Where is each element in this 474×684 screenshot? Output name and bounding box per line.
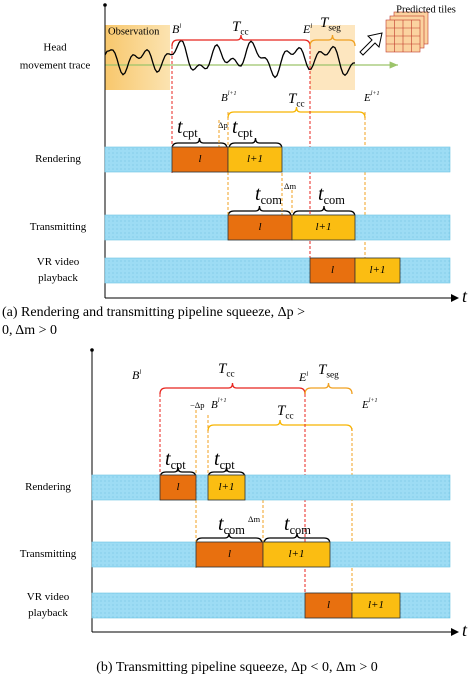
symbol-sup: l bbox=[139, 368, 141, 375]
axis-label: t bbox=[462, 286, 468, 306]
row-label: VR video bbox=[27, 591, 70, 603]
caption: (b) Transmitting pipeline squeeze, Δp < … bbox=[96, 660, 378, 675]
brace bbox=[208, 420, 352, 431]
delta-m-label: Δm bbox=[248, 514, 260, 524]
row-label: Rendering bbox=[35, 153, 81, 165]
symbol-sub: cpt bbox=[183, 126, 199, 140]
t-cc-label: Tcc bbox=[277, 403, 294, 421]
head-label: Head bbox=[43, 42, 67, 54]
symbol-sup: l bbox=[310, 22, 312, 29]
segment-label: l+1 bbox=[368, 599, 384, 611]
symbol-sup: l bbox=[306, 370, 308, 377]
segment-label: l bbox=[176, 481, 179, 493]
segment-label: l+1 bbox=[370, 264, 386, 276]
brace bbox=[305, 383, 352, 394]
t-seg-label: Tseg bbox=[320, 15, 341, 33]
b-l1-label: Bl+1 bbox=[211, 399, 227, 411]
t-cpt-label: tcpt bbox=[214, 448, 235, 472]
b-l-label: Bl bbox=[132, 368, 141, 382]
segment-label: l bbox=[198, 153, 201, 165]
symbol-sup: l+1 bbox=[228, 92, 237, 98]
segment-label: l+1 bbox=[316, 221, 332, 233]
row-label: Rendering bbox=[25, 481, 71, 493]
row-label: playback bbox=[28, 607, 68, 619]
e-l1-label: El+1 bbox=[363, 92, 380, 104]
t-cpt-label: tcpt bbox=[165, 448, 186, 472]
symbol-sub: com bbox=[324, 193, 346, 207]
delta-p-label: −Δp bbox=[190, 400, 205, 410]
segment-label: l bbox=[331, 264, 334, 276]
symbol-sup: l+1 bbox=[369, 399, 378, 405]
caption: (a) Rendering and transmitting pipeline … bbox=[2, 305, 305, 320]
segment-label: l+1 bbox=[219, 481, 235, 493]
b-l-label: Bl bbox=[172, 22, 181, 36]
predicted-tiles-label: Predicted tiles bbox=[396, 4, 456, 15]
symbol-sub: cc bbox=[240, 28, 248, 38]
t-cpt-label: tcpt bbox=[232, 116, 253, 140]
symbol-sub: seg bbox=[326, 371, 339, 381]
t-cpt-label: tcpt bbox=[177, 116, 198, 140]
segment-label: l bbox=[228, 548, 231, 560]
figure: Head movement trace Observation Predicted t… bbox=[0, 0, 474, 684]
segment-window bbox=[310, 25, 355, 90]
e-l-label: El bbox=[298, 370, 308, 384]
b-l1-label: Bl+1 bbox=[221, 92, 237, 104]
segment-label: l+1 bbox=[247, 153, 263, 165]
caption: 0, Δm > 0 bbox=[2, 323, 57, 338]
symbol-sub: seg bbox=[328, 24, 341, 34]
prediction-arrow bbox=[360, 33, 382, 55]
e-l1-label: El+1 bbox=[361, 399, 378, 411]
symbol-sup: l+1 bbox=[218, 399, 227, 405]
observation-label: Observation bbox=[108, 26, 160, 37]
symbol-sup: l bbox=[179, 22, 181, 29]
segment-label: l+1 bbox=[289, 548, 305, 560]
row-label: VR video bbox=[37, 256, 80, 268]
t-cc-label: Tcc bbox=[288, 91, 305, 109]
symbol-sub: cc bbox=[285, 412, 293, 422]
row-label: playback bbox=[38, 272, 78, 284]
symbol-sub: cc bbox=[226, 370, 234, 380]
brace bbox=[160, 383, 305, 394]
symbol-sub: cpt bbox=[238, 126, 254, 140]
t-seg-label: Tseg bbox=[318, 362, 339, 380]
t-com-label: tcom bbox=[255, 183, 282, 207]
symbol-sup: l+1 bbox=[371, 92, 380, 98]
segment-label: l bbox=[258, 221, 261, 233]
t-com-label: tcom bbox=[218, 513, 245, 537]
head-label: movement trace bbox=[20, 60, 91, 72]
row-label: Transmitting bbox=[20, 548, 77, 560]
symbol-sub: com bbox=[224, 523, 246, 537]
t-cc-label: Tcc bbox=[232, 19, 249, 37]
symbol-sub: cc bbox=[296, 100, 304, 110]
t-cc-label: Tcc bbox=[218, 361, 235, 379]
delta-m-label: Δm bbox=[284, 181, 296, 191]
timeline-bar bbox=[92, 475, 450, 500]
row-label: Transmitting bbox=[30, 221, 87, 233]
t-com-label: tcom bbox=[318, 183, 345, 207]
symbol-sub: com bbox=[261, 193, 283, 207]
symbol-sub: com bbox=[290, 523, 312, 537]
axis-label: t bbox=[462, 620, 468, 640]
segment-label: l bbox=[327, 599, 330, 611]
